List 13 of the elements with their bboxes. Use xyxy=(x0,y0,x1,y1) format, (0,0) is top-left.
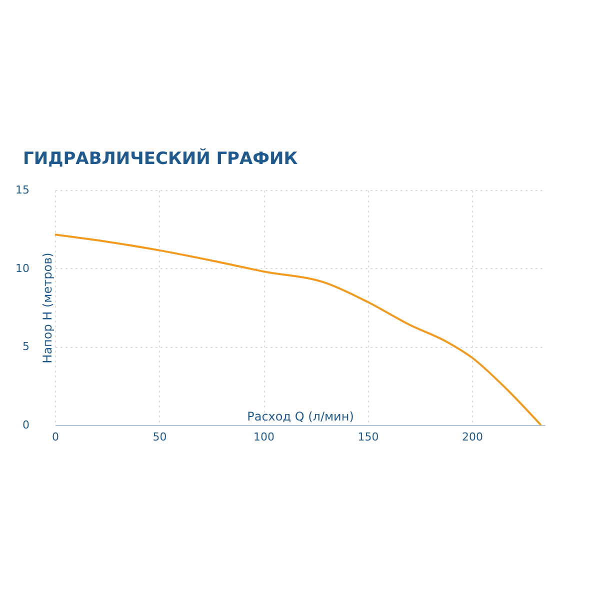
chart-title: ГИДРАВЛИЧЕСКИЙ ГРАФИК xyxy=(23,148,298,169)
y-axis-title: Напор Н (метров) xyxy=(40,252,54,364)
x-tick-label: 100 xyxy=(254,430,275,444)
x-tick-label: 50 xyxy=(152,430,167,444)
line-series xyxy=(54,234,542,426)
y-tick-label: 0 xyxy=(22,418,30,432)
x-tick-label: 150 xyxy=(358,430,379,444)
x-tick-label: 0 xyxy=(52,430,59,444)
y-tick-label: 15 xyxy=(16,184,30,196)
y-tick-label: 5 xyxy=(22,340,30,354)
y-tick-label: 10 xyxy=(16,262,30,275)
x-axis-title: Расход Q (л/мин) xyxy=(247,410,354,424)
x-tick-label: 200 xyxy=(462,430,484,444)
